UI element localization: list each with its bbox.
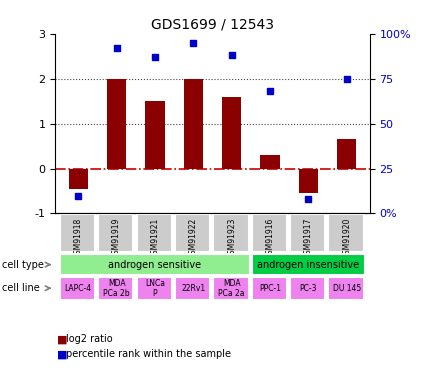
FancyBboxPatch shape — [175, 214, 210, 252]
Point — [343, 76, 350, 82]
Bar — [261, 155, 280, 168]
FancyBboxPatch shape — [136, 277, 172, 300]
Bar — [337, 140, 356, 168]
Text: GSM91920: GSM91920 — [342, 217, 351, 259]
Text: log2 ratio: log2 ratio — [66, 334, 113, 344]
Text: PC-3: PC-3 — [300, 284, 317, 293]
Text: DU 145: DU 145 — [333, 284, 361, 293]
Text: MDA
PCa 2b: MDA PCa 2b — [103, 279, 130, 298]
Text: cell line: cell line — [2, 283, 40, 293]
Text: androgen sensitive: androgen sensitive — [108, 260, 201, 270]
FancyBboxPatch shape — [98, 277, 133, 300]
Title: GDS1699 / 12543: GDS1699 / 12543 — [151, 17, 274, 31]
Bar — [69, 168, 88, 189]
Point — [75, 192, 82, 198]
FancyBboxPatch shape — [60, 277, 95, 300]
FancyBboxPatch shape — [213, 214, 249, 252]
FancyBboxPatch shape — [60, 214, 95, 252]
Bar — [184, 79, 203, 168]
Text: GSM91922: GSM91922 — [189, 217, 198, 259]
Point — [190, 40, 197, 46]
Bar — [222, 97, 241, 168]
FancyBboxPatch shape — [252, 214, 287, 252]
Text: 22Rv1: 22Rv1 — [181, 284, 205, 293]
Text: MDA
PCa 2a: MDA PCa 2a — [218, 279, 245, 298]
FancyBboxPatch shape — [252, 277, 287, 300]
FancyBboxPatch shape — [136, 214, 172, 252]
Text: GSM91921: GSM91921 — [150, 217, 159, 259]
Point — [228, 53, 235, 58]
FancyBboxPatch shape — [290, 214, 325, 252]
FancyBboxPatch shape — [290, 277, 325, 300]
FancyBboxPatch shape — [175, 277, 210, 300]
Text: GSM91923: GSM91923 — [227, 217, 236, 259]
Text: GSM91916: GSM91916 — [266, 217, 275, 259]
FancyBboxPatch shape — [329, 277, 364, 300]
Text: ■: ■ — [57, 350, 68, 359]
Point — [113, 45, 120, 51]
Bar — [107, 79, 126, 168]
Text: GSM91919: GSM91919 — [112, 217, 121, 259]
Text: LAPC-4: LAPC-4 — [65, 284, 92, 293]
Bar — [299, 168, 318, 193]
Point — [266, 88, 273, 94]
FancyBboxPatch shape — [329, 214, 364, 252]
FancyBboxPatch shape — [60, 254, 250, 275]
Text: androgen insensitive: androgen insensitive — [257, 260, 360, 270]
Text: GSM91918: GSM91918 — [74, 217, 83, 259]
Text: percentile rank within the sample: percentile rank within the sample — [66, 350, 231, 359]
FancyBboxPatch shape — [213, 277, 249, 300]
Text: LNCa
P: LNCa P — [145, 279, 165, 298]
Text: PPC-1: PPC-1 — [259, 284, 281, 293]
Text: cell type: cell type — [2, 260, 44, 270]
Text: GSM91917: GSM91917 — [304, 217, 313, 259]
Point — [305, 196, 312, 202]
FancyBboxPatch shape — [98, 214, 133, 252]
FancyBboxPatch shape — [252, 254, 365, 275]
Bar — [145, 101, 164, 168]
Text: ■: ■ — [57, 334, 68, 344]
Point — [152, 54, 159, 60]
